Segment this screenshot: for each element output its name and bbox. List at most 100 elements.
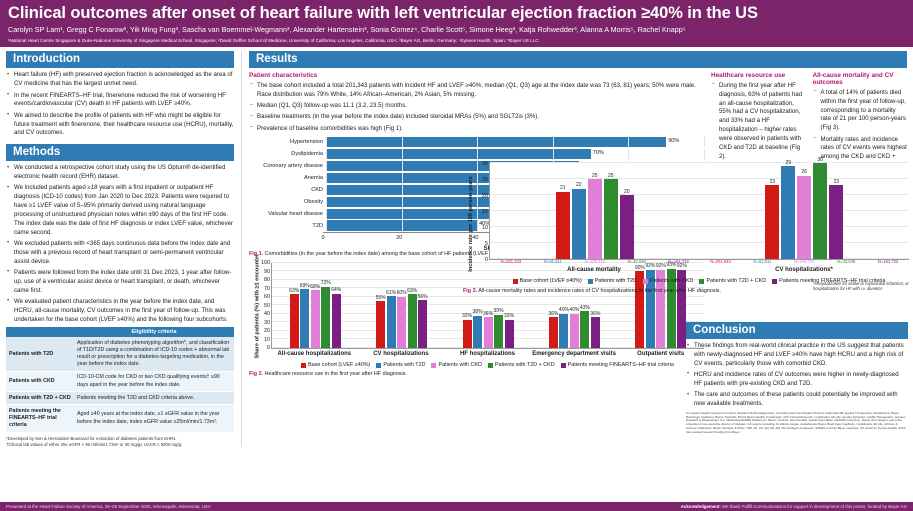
- disclosures-text: CL reports research support from Novo No…: [686, 410, 906, 434]
- fig1-value-label: 40%: [479, 221, 491, 228]
- column-divider: [241, 51, 242, 448]
- fig1-bar: [326, 208, 497, 219]
- fig1-bar-track: 70%: [326, 148, 705, 159]
- bar-value-label: 26: [801, 169, 808, 176]
- y-tick-label: 10: [482, 224, 488, 231]
- bar: 92%: [645, 263, 655, 348]
- fig1-bar: [326, 172, 550, 183]
- gridline: [490, 210, 909, 211]
- list-item: Median (Q1, Q3) follow-up was 11.1 (3.2,…: [249, 102, 704, 111]
- list-item: HCRU and incidence rates of CV outcomes …: [686, 370, 908, 389]
- table-row: Patients with T2D Application of diabete…: [6, 337, 234, 372]
- bar-value-label: 36%: [590, 310, 601, 317]
- bar-value-label: 36%: [548, 310, 559, 317]
- fig3-footnote: *Hospitalization for stroke or myocardia…: [813, 281, 909, 292]
- affiliations: ¹National Heart Centre Singapore & Duke-…: [8, 37, 539, 43]
- fig3-caption-label: Fig 3.: [463, 288, 478, 295]
- y-tick-label: 25: [482, 176, 488, 183]
- fig1-category-label: Dyslipidemia: [291, 150, 323, 157]
- bar: 33%: [504, 313, 514, 348]
- chart-legend: Base cohort (LVEF ≥40%) Patients with T2D…: [271, 362, 704, 369]
- legend-item: Patients with T2D: [376, 362, 425, 369]
- gridline: [272, 295, 704, 297]
- y-tick-label: 0: [267, 345, 270, 352]
- sample-size-label: N=61,811: [753, 259, 772, 264]
- list-item: We excluded patients with <365 days cont…: [6, 239, 234, 266]
- y-tick-label: 0: [485, 256, 488, 263]
- legend-swatch-icon: [301, 362, 307, 368]
- gridline: [272, 312, 704, 314]
- bar-value-label: 63%: [289, 287, 300, 294]
- bar-value-label: 61%: [386, 289, 397, 296]
- legend-label: Patients with T2D: [383, 362, 426, 369]
- legend-item: Patients with T2D + CKD: [487, 362, 555, 369]
- bar-value-label: 93%: [666, 262, 677, 269]
- fig1-x-tick: 0: [321, 235, 325, 242]
- bar-value-label: 39%: [493, 308, 504, 315]
- bar: 21: [555, 185, 570, 259]
- gridline: [490, 178, 909, 179]
- bar: 22: [571, 182, 586, 259]
- bar-value-label: 36%: [483, 310, 494, 317]
- bar: 68%: [310, 284, 320, 348]
- footer-right: Acknowledgement: We thank Fulfill Commun…: [681, 504, 907, 509]
- bar: 40%: [569, 307, 579, 348]
- sample-size-label: N=42,046: [837, 259, 856, 264]
- poster-header: Clinical outcomes after onset of heart f…: [0, 0, 913, 48]
- y-tick-label: 15: [482, 208, 488, 215]
- bar: 40%: [559, 307, 569, 348]
- fig1-caption: Fig 1. Comorbidities (in the year before…: [249, 251, 704, 258]
- fig2-hcru-chart: Share of patients (%) with ≥1 encounter 0…: [249, 253, 704, 369]
- patient-characteristics-heading: Patient characteristics: [249, 72, 318, 80]
- fig1-bar: [326, 148, 591, 159]
- bar-value-label: 69%: [299, 282, 310, 289]
- y-tick-label: 60: [264, 294, 270, 301]
- y-tick-label: 30: [482, 160, 488, 167]
- footer-ack-label: Acknowledgement:: [680, 504, 721, 509]
- bar: 61%: [386, 290, 396, 348]
- list-item: Baseline treatments (in the year before …: [249, 113, 704, 122]
- row-label: Patients with CKD: [6, 371, 74, 393]
- footer-ack-text: We thank Fulfill Communications for supp…: [720, 504, 907, 509]
- bar: 36%: [590, 311, 600, 348]
- fig1-x-tick: 20: [396, 235, 403, 242]
- bar-value-label: 38%: [472, 309, 483, 316]
- results-col-mortality: All-cause mortality and CV outcomes A to…: [813, 71, 908, 378]
- y-tick-label: 50: [264, 302, 270, 309]
- page-title: Clinical outcomes after onset of heart f…: [8, 4, 758, 22]
- legend-label: Patients meeting FINEARTS–HF trial crite…: [567, 362, 674, 369]
- legend-swatch-icon: [642, 278, 648, 284]
- y-tick-label: 100: [261, 260, 270, 267]
- x-category-label: All-cause hospitalizations: [277, 350, 352, 357]
- bar-value-label: 64%: [331, 287, 342, 293]
- x-category-label: HF hospitalizations: [459, 350, 515, 357]
- bar-value-label: 40%: [558, 307, 569, 314]
- bar-value-label: 25: [607, 172, 614, 179]
- y-axis-label: Share of patients (%) with ≥1 encounter: [254, 253, 260, 359]
- fig1-category-label: Coronary artery disease: [263, 162, 323, 169]
- bar: 30: [813, 157, 828, 259]
- conclusion-heading: Conclusion: [686, 322, 908, 339]
- fig1-bar: [326, 160, 580, 171]
- fig3-plot: Incidence rate per 100 person-years 0 5 10 1…: [463, 157, 909, 285]
- gridline: [272, 261, 704, 263]
- bar-value-label: 21: [559, 185, 566, 192]
- legend-swatch-icon: [587, 278, 593, 284]
- gridline: [490, 162, 909, 163]
- gridline: [490, 194, 909, 195]
- list-item: We included patients aged ≥18 years with…: [6, 184, 234, 237]
- bar-group: 21 22 25 25 20 N=201,343 N=61,811 N=109,712 N=42…: [490, 163, 700, 265]
- x-axis-labels: All-cause mortality CV hospitalizations*: [489, 267, 909, 274]
- legend-label: Patients with CKD: [649, 278, 694, 285]
- bar-group: 36% 40% 40% 43% 36%: [531, 263, 617, 348]
- bar-value-label: 55%: [375, 294, 386, 301]
- chart-legend: Base cohort (LVEF ≥40%) Patients with T2D…: [489, 278, 909, 285]
- legend-swatch-icon: [376, 362, 382, 368]
- fig1-x-tick: 40: [472, 235, 479, 242]
- bar: 63%: [407, 288, 417, 348]
- gridline: [490, 226, 909, 227]
- row-criteria: ICD-10-CM code for CKD or two CKD qualif…: [74, 371, 234, 393]
- bar-value-label: 68%: [310, 283, 321, 290]
- bar: 33%: [462, 313, 472, 348]
- y-tick-label: 20: [482, 192, 488, 199]
